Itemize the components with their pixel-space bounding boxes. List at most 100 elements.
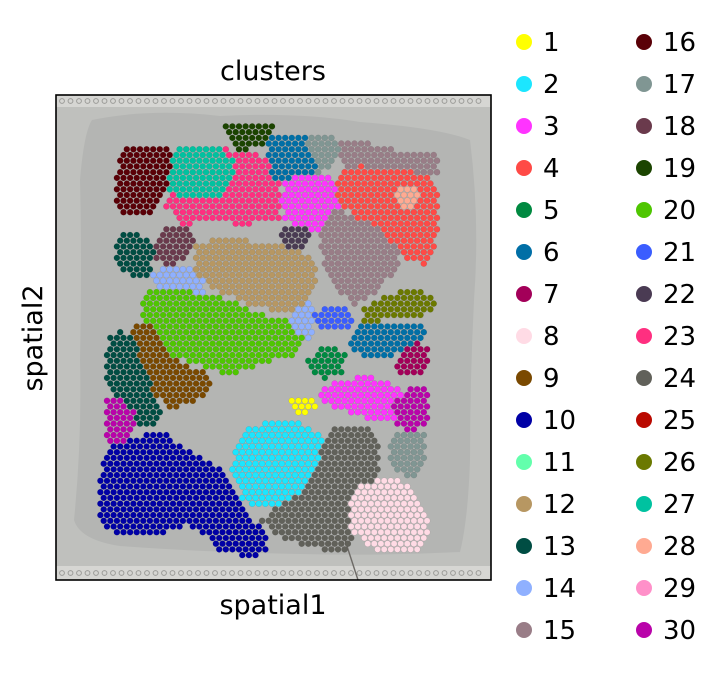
spot-cluster-20	[166, 323, 173, 330]
spot-cluster-12	[291, 266, 299, 273]
spot-cluster-23	[275, 214, 282, 222]
spot-cluster-4	[384, 186, 391, 193]
legend-label-23: 23	[663, 322, 696, 352]
spot-cluster-2	[275, 500, 282, 507]
spot-cluster-20	[235, 340, 243, 347]
spot-cluster-9	[186, 391, 193, 399]
spot-cluster-22	[301, 237, 309, 244]
spot-cluster-10	[196, 500, 203, 507]
fiducial-dot	[297, 98, 303, 104]
spot-cluster-3	[321, 386, 329, 393]
spot-cluster-8	[390, 517, 398, 525]
spot-cluster-4	[423, 197, 431, 204]
spot-cluster-2	[242, 431, 249, 439]
spot-cluster-17	[400, 454, 408, 462]
spot-cluster-17	[404, 437, 411, 445]
spot-cluster-10	[176, 488, 183, 496]
spot-cluster-9	[173, 403, 180, 410]
spot-cluster-8	[384, 540, 391, 547]
spot-cluster-2	[248, 466, 256, 473]
spot-cluster-27	[209, 180, 216, 187]
spot-cluster-4	[351, 174, 358, 182]
spot-cluster-10	[143, 523, 150, 530]
spot-cluster-24	[331, 528, 338, 536]
spot-cluster-8	[357, 528, 365, 536]
spot-cluster-20	[239, 311, 246, 319]
spot-cluster-10	[166, 517, 173, 525]
spot-cluster-9	[149, 340, 157, 347]
spot-cluster-12	[295, 271, 302, 279]
spot-cluster-6	[357, 334, 365, 342]
spot-cluster-14	[156, 271, 164, 279]
spot-cluster-16	[123, 180, 131, 187]
spot-cluster-20	[258, 357, 266, 365]
spot-cluster-16	[113, 197, 121, 204]
spot-cluster-5	[341, 351, 348, 359]
spot-cluster-12	[278, 277, 286, 285]
spot-cluster-30	[116, 431, 124, 439]
spot-cluster-12	[262, 294, 269, 302]
spot-cluster-10	[229, 523, 236, 530]
spot-cluster-15	[341, 237, 348, 244]
spot-cluster-15	[417, 151, 424, 159]
spot-cluster-10	[146, 471, 154, 479]
spot-cluster-6	[387, 351, 395, 359]
spot-cluster-12	[239, 288, 246, 296]
spot-cluster-22	[281, 226, 289, 233]
spot-cluster-3	[394, 386, 401, 393]
spot-cluster-15	[371, 266, 378, 273]
spot-cluster-13	[130, 248, 137, 256]
spot-cluster-24	[318, 540, 325, 547]
spot-cluster-2	[252, 494, 259, 502]
spot-cluster-12	[278, 254, 286, 262]
spot-cluster-12	[305, 266, 312, 273]
spot-cluster-12	[196, 248, 203, 256]
spot-cluster-10	[120, 471, 127, 479]
spot-cluster-20	[206, 300, 213, 307]
spot-cluster-9	[163, 386, 170, 393]
spot-cluster-3	[318, 391, 325, 399]
spot-cluster-27	[219, 174, 226, 182]
spot-cluster-24	[351, 448, 358, 456]
spot-cluster-24	[305, 506, 312, 513]
spot-cluster-30	[113, 426, 121, 433]
spot-cluster-23	[209, 214, 216, 222]
spot-cluster-16	[156, 157, 164, 164]
spot-cluster-7	[410, 346, 418, 353]
spot-cluster-24	[324, 540, 332, 547]
spot-cluster-15	[357, 231, 365, 239]
spot-cluster-4	[410, 220, 418, 227]
spot-cluster-15	[354, 283, 362, 290]
spot-cluster-20	[182, 306, 190, 313]
fiducial-dot	[144, 98, 150, 104]
spot-cluster-12	[235, 248, 243, 256]
spot-cluster-13	[107, 368, 114, 376]
spot-cluster-2	[232, 448, 239, 456]
spot-cluster-10	[169, 477, 177, 485]
spot-cluster-23	[186, 197, 193, 204]
spot-cluster-13	[103, 351, 111, 359]
legend-marker-17	[636, 76, 652, 92]
spot-cluster-16	[143, 146, 150, 153]
spot-cluster-7	[423, 357, 431, 365]
spot-cluster-8	[367, 534, 375, 542]
spot-cluster-7	[413, 351, 421, 359]
spot-cluster-10	[156, 500, 164, 507]
spot-cluster-2	[268, 420, 276, 427]
spot-cluster-23	[265, 186, 272, 193]
spot-cluster-16	[130, 146, 137, 153]
spot-cluster-24	[371, 437, 378, 445]
spot-cluster-15	[338, 277, 345, 285]
spot-cluster-4	[390, 231, 398, 239]
spot-cluster-15	[364, 140, 371, 147]
spot-cluster-12	[258, 243, 266, 250]
spot-cluster-10	[209, 534, 216, 542]
spot-cluster-2	[278, 448, 286, 456]
spot-cluster-27	[199, 186, 206, 193]
spot-cluster-30	[130, 420, 137, 427]
spot-cluster-13	[133, 266, 140, 273]
spot-cluster-2	[245, 494, 253, 502]
spot-cluster-20	[248, 351, 256, 359]
spot-cluster-10	[239, 551, 246, 559]
spot-cluster-10	[120, 528, 127, 536]
